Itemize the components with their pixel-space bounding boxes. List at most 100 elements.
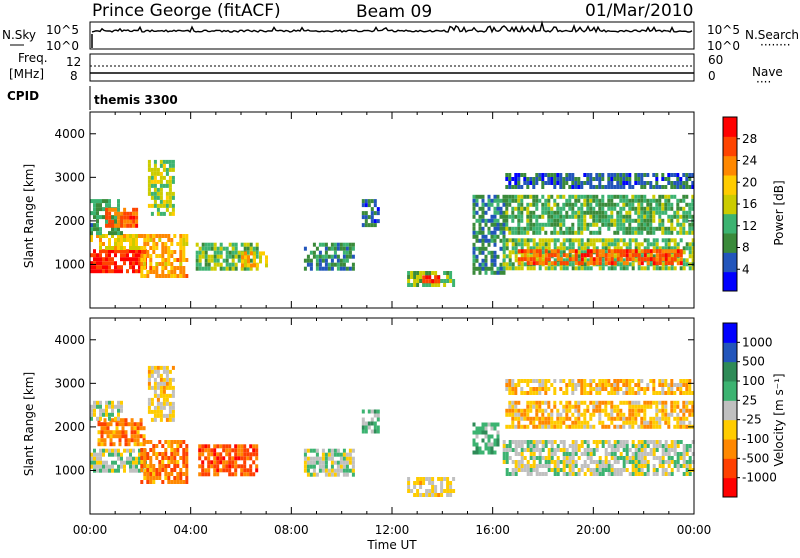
velocity-cell <box>598 379 602 383</box>
power-cell <box>108 207 112 212</box>
power-cell <box>688 214 692 219</box>
velocity-cell <box>179 472 183 476</box>
velocity-cell <box>688 387 692 391</box>
power-cell <box>520 266 524 271</box>
velocity-cell <box>210 464 214 469</box>
power-cell <box>167 250 171 254</box>
velocity-cell <box>685 468 689 472</box>
velocity-cell <box>556 472 560 476</box>
velocity-cell <box>481 426 485 431</box>
velocity-cell <box>364 421 368 426</box>
power-cell <box>108 265 111 270</box>
velocity-cell <box>562 464 566 468</box>
power-cell <box>514 246 518 251</box>
power-cell <box>595 177 599 181</box>
power-cell <box>90 231 93 236</box>
power-cell <box>604 242 608 247</box>
power-cell <box>622 181 626 185</box>
velocity-cell <box>237 444 241 449</box>
velocity-cell <box>634 452 638 456</box>
velocity-cell <box>583 400 587 405</box>
velocity-cell <box>514 416 518 421</box>
velocity-cell <box>478 446 482 451</box>
power-cell <box>688 246 692 251</box>
power-cell <box>667 253 671 258</box>
velocity-cell <box>604 448 608 452</box>
velocity-cell <box>103 438 107 443</box>
power-cell <box>526 181 530 185</box>
power-cell <box>339 266 343 271</box>
power-cell <box>149 266 153 270</box>
power-cell <box>661 257 665 262</box>
power-cell <box>676 198 680 203</box>
velocity-cell <box>586 424 590 429</box>
power-cell <box>164 242 168 246</box>
power-cell <box>589 181 593 185</box>
velocity-cell <box>553 420 557 425</box>
power-cell <box>303 246 307 251</box>
power-cell <box>622 258 626 263</box>
power-cell <box>228 250 232 255</box>
power-cell <box>336 242 340 247</box>
power-cell <box>443 283 447 287</box>
power-cell <box>129 238 132 242</box>
power-cell <box>601 253 605 258</box>
velocity-cell <box>156 373 160 378</box>
velocity-cell <box>508 424 512 429</box>
velocity-cell <box>586 383 590 387</box>
power-cell <box>253 259 256 264</box>
power-cell <box>265 255 268 260</box>
velocity-cell <box>100 426 104 431</box>
power-cell <box>652 194 656 199</box>
velocity-cell <box>622 444 626 448</box>
velocity-cell <box>646 472 650 476</box>
power-cell <box>132 211 136 216</box>
velocity-cell <box>595 464 599 468</box>
velocity-cell <box>601 408 605 413</box>
power-cell <box>550 173 554 177</box>
power-cell <box>616 185 620 189</box>
power-cell <box>422 283 426 287</box>
velocity-cell <box>595 400 599 405</box>
velocity-cell <box>114 404 117 409</box>
power-region <box>195 242 259 271</box>
power-cell <box>185 242 189 246</box>
power-cell <box>574 194 578 199</box>
velocity-cell <box>673 464 677 468</box>
power-cell <box>592 261 596 266</box>
power-cell <box>158 254 162 258</box>
power-cell <box>562 258 566 263</box>
power-cell <box>571 262 575 267</box>
power-cell <box>164 250 168 254</box>
power-cell <box>613 254 617 259</box>
power-cell <box>164 262 168 266</box>
power-cell <box>586 173 590 177</box>
power-cell <box>589 238 593 243</box>
power-cell <box>568 214 572 219</box>
power-cell <box>556 177 560 181</box>
velocity-cell <box>168 417 172 422</box>
velocity-cell <box>370 429 374 434</box>
power-cell <box>153 195 157 200</box>
velocity-cell <box>649 420 653 425</box>
velocity-cell <box>153 389 157 394</box>
velocity-cell <box>670 448 674 452</box>
velocity-cell <box>502 460 506 464</box>
velocity-cell <box>147 373 151 378</box>
velocity-cell <box>547 452 551 456</box>
power-cell <box>210 258 214 263</box>
velocity-cell <box>96 460 99 465</box>
power-cell <box>351 246 355 251</box>
power-cell <box>143 254 147 258</box>
power-cell <box>529 257 533 262</box>
velocity-cell <box>679 416 683 421</box>
velocity-cell <box>158 472 162 476</box>
velocity-cell <box>631 391 635 395</box>
power-cell <box>652 185 656 189</box>
power-cell <box>231 254 235 259</box>
velocity-cell <box>622 464 626 468</box>
velocity-cell <box>318 464 322 469</box>
velocity-cell <box>523 464 527 468</box>
power-cell <box>634 177 638 181</box>
power-cell <box>158 234 162 238</box>
